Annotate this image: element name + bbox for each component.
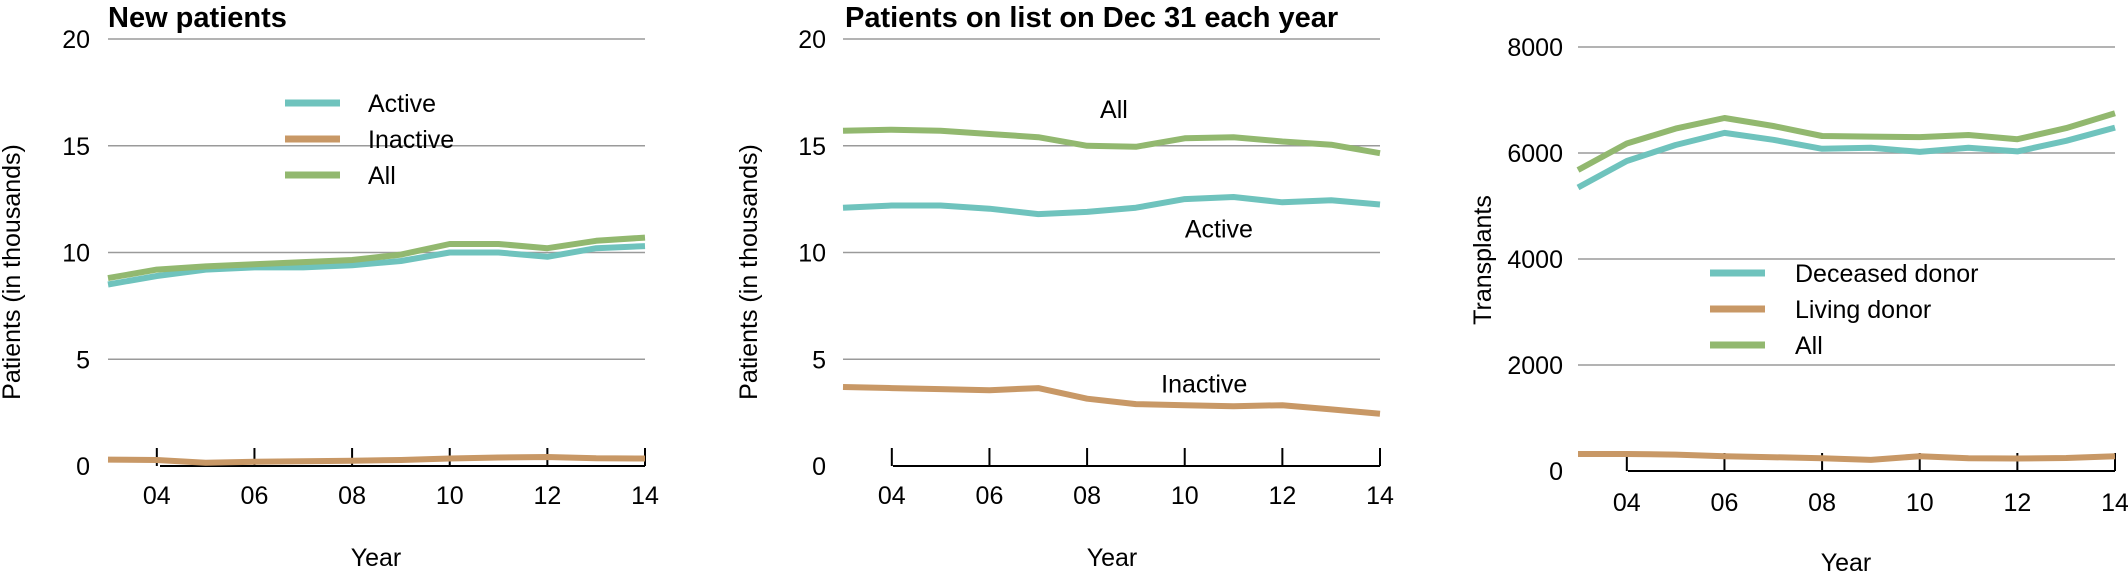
y-tick-label: 5: [76, 346, 90, 374]
x-tick-label: 10: [1906, 489, 1934, 517]
series-line-all: [107, 234, 646, 282]
x-tick-label: 12: [2003, 489, 2031, 517]
series: [107, 234, 646, 466]
legend: Active Inactive All: [285, 90, 454, 190]
series-line-active: [107, 243, 646, 288]
series: [842, 126, 1381, 417]
x-tick-label: 12: [533, 482, 561, 510]
x-tick-label: 14: [1366, 482, 1394, 510]
series-line-deceased-donor: [1576, 124, 2116, 191]
y-tick-labels: 0 5 10 15 20: [798, 26, 826, 481]
chart-title: Patients on list on Dec 31 each year: [845, 2, 1338, 34]
series-line-inactive: [107, 454, 646, 466]
series-annotation: Inactive: [1161, 370, 1247, 398]
y-tick-label: 5: [812, 346, 826, 374]
x-tick-label: 04: [143, 482, 171, 510]
series-line-living-donor: [1578, 451, 2116, 463]
y-tick-labels: 0 5 10 15 20: [62, 26, 90, 481]
y-axis-label: Patients (in thousands): [735, 144, 763, 400]
y-axis-label: Patients (in thousands): [0, 144, 26, 400]
y-tick-labels: 0 2000 4000 6000 8000: [1507, 34, 1563, 486]
legend-label: Inactive: [368, 126, 454, 154]
y-tick-label: 0: [1549, 458, 1563, 486]
x-tick-label: 06: [976, 482, 1004, 510]
y-tick-label: 20: [62, 26, 90, 54]
x-axis-label: Year: [1821, 549, 1872, 575]
x-tick-label: 14: [631, 482, 659, 510]
series-line-all: [1576, 110, 2116, 173]
x-tick-label: 14: [2101, 489, 2128, 517]
chart-new-patients: New patients Patients (in thousands) Yea…: [0, 2, 659, 572]
x-axis: 04 06 08 10 12 14: [1613, 453, 2128, 517]
y-tick-label: 20: [798, 26, 826, 54]
x-axis: 04 06 08 10 12 14: [878, 448, 1394, 510]
x-tick-label: 06: [241, 482, 269, 510]
legend-label: Active: [368, 90, 436, 118]
y-tick-label: 6000: [1507, 140, 1563, 168]
legend-label: Deceased donor: [1795, 260, 1978, 288]
x-tick-label: 08: [338, 482, 366, 510]
x-tick-label: 10: [1171, 482, 1199, 510]
series: [1576, 110, 2116, 463]
legend-label: All: [368, 162, 396, 190]
y-tick-label: 15: [62, 133, 90, 161]
x-tick-label: 12: [1268, 482, 1296, 510]
series-annotation: Active: [1185, 216, 1253, 244]
x-tick-label: 04: [1613, 489, 1641, 517]
y-tick-label: 4000: [1507, 246, 1563, 274]
series-annotation: All: [1100, 96, 1128, 124]
x-axis-label: Year: [1087, 544, 1138, 572]
y-tick-label: 2000: [1507, 352, 1563, 380]
x-axis-label: Year: [351, 544, 402, 572]
x-tick-label: 06: [1711, 489, 1739, 517]
series-line-inactive: [842, 384, 1381, 417]
legend-label: Living donor: [1795, 296, 1931, 324]
x-tick-label: 08: [1073, 482, 1101, 510]
y-tick-label: 15: [798, 133, 826, 161]
y-tick-label: 10: [798, 240, 826, 268]
legend-label: All: [1795, 332, 1823, 360]
gridlines: [108, 38, 645, 361]
legend: Deceased donor Living donor All: [1710, 260, 1978, 360]
y-tick-label: 8000: [1507, 34, 1563, 62]
x-tick-label: 08: [1808, 489, 1836, 517]
series-line-active: [842, 194, 1381, 218]
y-axis-label: Transplants: [1469, 195, 1497, 325]
gridlines: [1578, 46, 2115, 366]
y-tick-label: 10: [62, 240, 90, 268]
y-tick-label: 0: [76, 453, 90, 481]
chart-patients-on-list: Patients on list on Dec 31 each year Pat…: [735, 2, 1394, 572]
x-tick-label: 04: [878, 482, 906, 510]
chart-title: New patients: [108, 2, 287, 34]
chart-transplants: Transplants Year 0 2000 4000 6000 8000 04 06 08…: [1469, 34, 2128, 575]
series-line-all: [842, 126, 1381, 157]
y-tick-label: 0: [812, 453, 826, 481]
x-tick-label: 10: [436, 482, 464, 510]
annotations: All Active Inactive: [1100, 96, 1253, 398]
